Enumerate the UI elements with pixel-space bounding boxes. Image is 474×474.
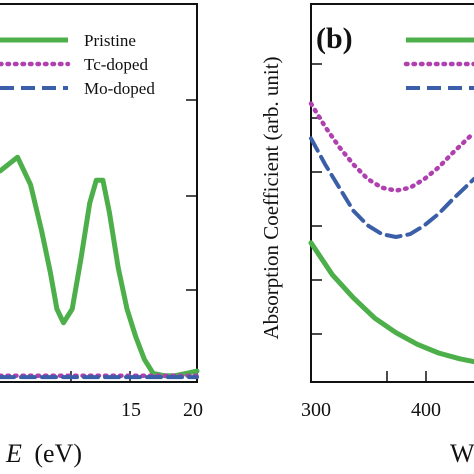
panel-b: (b) 300 400 W Absorption Coefficient (ar…	[259, 3, 474, 468]
panel-b-legend	[403, 37, 474, 90]
legend-label-pristine: Pristine	[84, 31, 136, 50]
panel-b-line-series-1	[308, 240, 474, 365]
panel-b-line-series-3	[309, 136, 474, 239]
panel-b-label: (b)	[316, 22, 353, 55]
panel-a-line-pristine	[0, 154, 200, 379]
panel-a-xtick-label: 15	[121, 399, 141, 421]
panel-a-legend: Pristine Tc-doped Mo-doped	[0, 31, 155, 98]
panel-b-series	[308, 101, 474, 365]
panel-b-xlabel: W	[450, 439, 474, 468]
panel-b-frame	[310, 3, 474, 383]
panel-a-xlabel-unit: (eV)	[34, 439, 82, 468]
panel-b-line-series-2	[308, 101, 474, 193]
legend-label-tc-doped: Tc-doped	[84, 55, 148, 74]
panel-a-xlabel-variable: E	[5, 439, 22, 468]
panel-a-frame	[0, 3, 198, 383]
panel-a-xtick-label: 20	[183, 399, 203, 421]
panel-b-xtick-label: 300	[301, 399, 331, 421]
panel-a-series	[0, 154, 200, 380]
panel-a: Pristine Tc-doped Mo-doped 15 20 E (eV)	[0, 3, 203, 468]
panel-a-xlabel: E (eV)	[5, 439, 82, 468]
legend-label-mo-doped: Mo-doped	[84, 79, 155, 98]
panel-b-xtick-label: 400	[411, 399, 441, 421]
panel-b-ylabel: Absorption Coefficient (arb. unit)	[259, 56, 283, 339]
